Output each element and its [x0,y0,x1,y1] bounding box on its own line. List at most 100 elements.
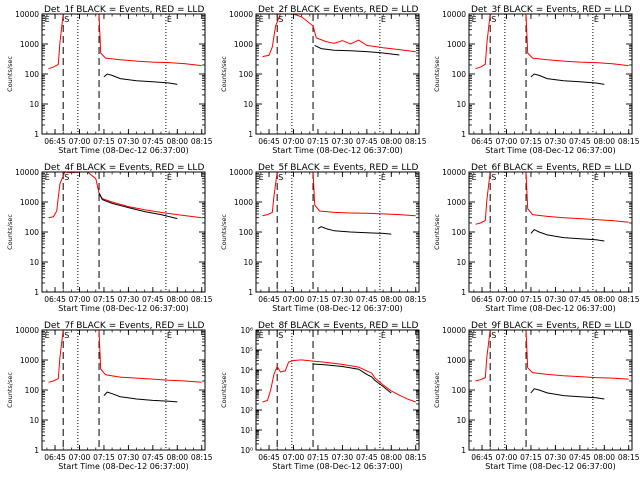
plot-frame [468,329,633,451]
y-tick-label: 10000 [15,10,39,19]
x-tick-label: 07:30 [332,453,354,462]
x-tick-label: 07:15 [520,453,542,462]
x-tick-label: 07:00 [283,137,305,146]
events-series-line [530,228,605,242]
y-tick-label: 100 [25,386,40,395]
marker-label: S [491,173,496,182]
x-tick-label: 06:45 [471,137,493,146]
x-tick-label: 08:15 [618,137,640,146]
x-tick-label: 07:30 [545,137,567,146]
y-tick-label: 1000 [20,198,39,207]
y-tick-label: 1000 [447,198,466,207]
x-tick-label: 06:45 [44,295,66,304]
x-tick-label: 08:00 [380,295,402,304]
y-tick-label: 1 [34,446,39,455]
y-tick-label: 1000 [234,40,253,49]
y-tick-label: 100 [25,70,40,79]
y-tick-label: 10000 [229,168,253,177]
plot-title: Det_3f BLACK = Events, RED = LLD [471,5,631,15]
series-group [48,330,202,403]
x-tick-label: 07:30 [118,137,140,146]
x-tick-label: 08:15 [618,453,640,462]
series-group [475,330,629,400]
events-series-line [530,73,605,85]
events-series-line [317,226,392,235]
x-tick-label: 07:15 [93,295,115,304]
x-tick-label: 07:45 [142,453,164,462]
y-tick-label: 10⁴ [240,366,253,375]
y-tick-label: 10000 [442,10,466,19]
x-tick-label: 07:00 [69,453,91,462]
marker-label: E [594,15,599,24]
marker-label: E [594,173,599,182]
y-axis-label: Counts/sec [433,214,441,250]
x-tick-label: 08:15 [618,295,640,304]
x-tick-label: 07:15 [93,453,115,462]
series-group [48,14,202,85]
plot-panel-9: Det_9f BLACK = Events, RED = LLD 1 10 100 10… [433,321,640,471]
y-tick-label: 1 [34,130,39,139]
plot-frame [255,171,420,293]
y-tick-label: 1000 [20,356,39,365]
y-axis-label: Counts/sec [220,56,228,92]
y-tick-label: 1 [34,288,39,297]
events-series-line [103,391,178,403]
y-axis-label: Counts/sec [220,372,228,408]
plot-title: Det_7f BLACK = Events, RED = LLD [44,321,204,331]
y-tick-label: 10 [29,258,39,267]
y-axis-label: Counts/sec [6,56,14,92]
x-axis-label: Start Time (08-Dec-12 06:37:00) [58,146,189,155]
x-tick-label: 08:15 [405,453,427,462]
series-group [475,172,629,242]
marker-label: E [259,331,264,340]
x-axis-label: Start Time (08-Dec-12 06:37:00) [485,146,616,155]
x-tick-label: 07:45 [569,137,591,146]
y-tick-label: 10000 [442,168,466,177]
x-axis-label: Start Time (08-Dec-12 06:37:00) [58,304,189,313]
y-tick-label: 100 [239,70,254,79]
x-tick-label: 07:45 [142,295,164,304]
y-tick-label: 10³ [240,386,253,395]
x-tick-label: 06:45 [258,295,280,304]
y-axis-label: Counts/sec [433,372,441,408]
x-tick-label: 07:45 [356,453,378,462]
y-tick-label: 100 [25,228,40,237]
y-tick-label: 100 [452,386,467,395]
x-tick-label: 07:00 [283,453,305,462]
marker-label: E [45,331,50,340]
plot-title: Det_4f BLACK = Events, RED = LLD [44,163,204,173]
y-tick-label: 10 [456,416,466,425]
x-tick-label: 08:15 [405,137,427,146]
x-tick-label: 07:00 [69,295,91,304]
x-tick-label: 07:15 [307,453,329,462]
plot-panel-6: Det_6f BLACK = Events, RED = LLD 1 10 100 10… [433,163,640,313]
x-tick-label: 07:45 [569,295,591,304]
x-tick-label: 07:30 [118,453,140,462]
x-tick-label: 07:30 [545,295,567,304]
x-tick-label: 08:00 [380,453,402,462]
plot-title: Det_5f BLACK = Events, RED = LLD [258,163,418,173]
plot-title: Det_8f BLACK = Events, RED = LLD [258,321,418,331]
plot-panel-4: Det_4f BLACK = Events, RED = LLD 1 10 100 10… [6,163,213,313]
y-tick-label: 10 [29,100,39,109]
plot-title: Det_1f BLACK = Events, RED = LLD [44,5,204,15]
x-tick-label: 07:30 [332,137,354,146]
plot-panel-5: Det_5f BLACK = Events, RED = LLD 1 10 100 10… [220,163,427,313]
y-tick-label: 10000 [15,168,39,177]
series-group [475,14,629,85]
x-axis-label: Start Time (08-Dec-12 06:37:00) [272,462,403,471]
y-tick-label: 10¹ [240,426,253,435]
x-tick-label: 07:45 [356,295,378,304]
y-tick-label: 10 [243,258,253,267]
plot-frame [468,171,633,293]
marker-label: S [278,15,283,24]
y-tick-label: 10 [456,258,466,267]
lld-series-line [48,330,202,383]
x-tick-label: 06:45 [471,295,493,304]
lld-series-line [475,330,629,382]
x-tick-label: 08:00 [166,295,188,304]
series-group [262,359,416,403]
x-tick-label: 06:45 [258,453,280,462]
marker-label: S [278,331,283,340]
